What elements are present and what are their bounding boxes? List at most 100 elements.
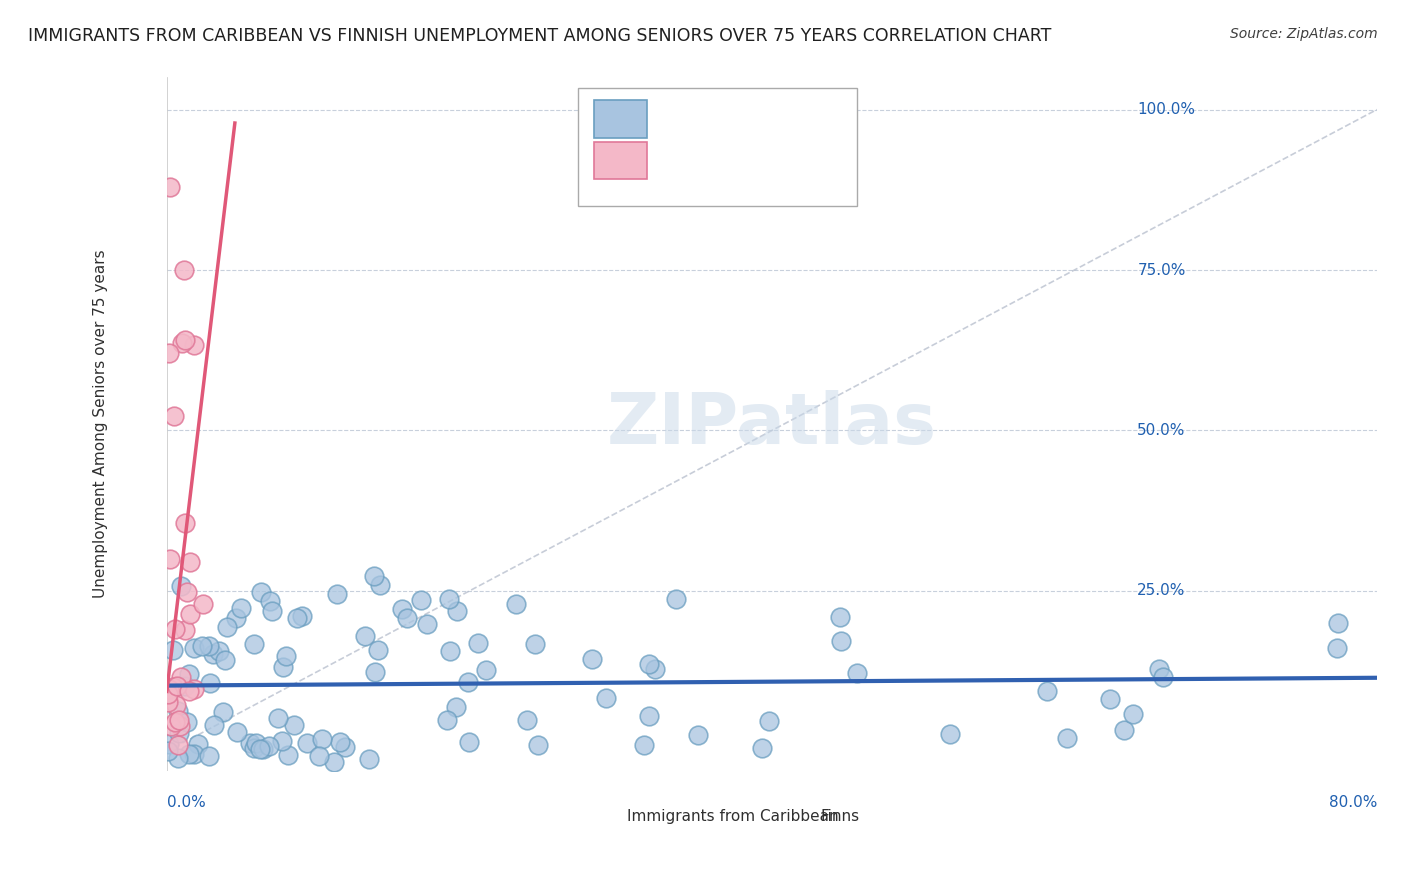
- Point: [830, 633, 852, 648]
- Point: [157, 687, 180, 701]
- Point: [359, 752, 381, 766]
- Point: [176, 714, 198, 729]
- Text: 98: 98: [780, 110, 801, 128]
- Point: [187, 737, 209, 751]
- Point: [581, 652, 603, 666]
- Text: N =: N =: [748, 110, 785, 128]
- Point: [1114, 723, 1136, 738]
- Point: [169, 718, 191, 732]
- Text: 0.478: 0.478: [688, 152, 734, 169]
- Point: [523, 637, 546, 651]
- Point: [274, 648, 297, 663]
- Point: [179, 607, 201, 621]
- Point: [830, 609, 852, 624]
- Point: [458, 735, 481, 749]
- Text: 100.0%: 100.0%: [1137, 102, 1195, 117]
- Text: Source: ZipAtlas.com: Source: ZipAtlas.com: [1230, 27, 1378, 41]
- Point: [157, 346, 180, 360]
- Point: [208, 643, 231, 657]
- Point: [633, 738, 655, 752]
- Point: [165, 698, 187, 713]
- Point: [363, 568, 385, 582]
- Point: [257, 739, 280, 753]
- Point: [173, 516, 195, 530]
- Point: [446, 699, 468, 714]
- Text: N =: N =: [748, 152, 785, 169]
- Point: [183, 641, 205, 656]
- Point: [505, 597, 527, 611]
- Text: ZIPatlas: ZIPatlas: [607, 390, 936, 458]
- Point: [183, 681, 205, 696]
- Point: [323, 755, 346, 769]
- Point: [159, 179, 181, 194]
- Point: [1152, 669, 1174, 683]
- Point: [179, 555, 201, 569]
- Point: [198, 640, 221, 654]
- Point: [177, 684, 200, 698]
- Point: [174, 623, 197, 637]
- Point: [163, 714, 186, 729]
- Point: [270, 734, 292, 748]
- Point: [243, 637, 266, 651]
- Point: [409, 592, 432, 607]
- Point: [271, 660, 294, 674]
- Point: [846, 666, 869, 681]
- Text: R =: R =: [654, 152, 690, 169]
- Point: [326, 587, 349, 601]
- Point: [173, 263, 195, 277]
- Point: [197, 749, 219, 764]
- Point: [172, 336, 194, 351]
- Point: [364, 665, 387, 680]
- Point: [1149, 662, 1171, 676]
- Point: [437, 591, 460, 606]
- Point: [285, 610, 308, 624]
- Point: [644, 662, 666, 676]
- Point: [260, 604, 283, 618]
- Point: [758, 714, 780, 729]
- Point: [283, 718, 305, 732]
- Point: [516, 713, 538, 727]
- Point: [446, 604, 468, 618]
- Point: [225, 610, 247, 624]
- FancyBboxPatch shape: [578, 87, 856, 206]
- Text: Unemployment Among Seniors over 75 years: Unemployment Among Seniors over 75 years: [93, 250, 108, 599]
- Point: [173, 333, 195, 347]
- Point: [157, 682, 180, 697]
- Point: [245, 736, 267, 750]
- Point: [250, 585, 273, 599]
- Point: [217, 620, 239, 634]
- Point: [416, 617, 439, 632]
- Point: [157, 690, 180, 705]
- Point: [165, 622, 187, 636]
- Point: [163, 409, 186, 423]
- Point: [167, 750, 190, 764]
- Point: [214, 653, 236, 667]
- Point: [157, 695, 180, 709]
- Point: [166, 679, 188, 693]
- Point: [174, 679, 197, 693]
- Text: 80.0%: 80.0%: [1329, 795, 1376, 810]
- Point: [259, 594, 281, 608]
- Point: [170, 579, 193, 593]
- Point: [436, 713, 458, 727]
- Point: [166, 738, 188, 752]
- Text: R =: R =: [654, 110, 690, 128]
- Point: [939, 727, 962, 741]
- Point: [751, 740, 773, 755]
- Point: [638, 709, 661, 723]
- Point: [162, 681, 184, 695]
- Text: 75.0%: 75.0%: [1137, 262, 1185, 277]
- FancyBboxPatch shape: [789, 797, 821, 822]
- Point: [252, 741, 274, 756]
- Point: [267, 711, 290, 725]
- Point: [1056, 731, 1078, 745]
- Text: 0.034: 0.034: [688, 110, 734, 128]
- Point: [183, 337, 205, 351]
- Point: [439, 644, 461, 658]
- Text: 50.0%: 50.0%: [1137, 423, 1185, 438]
- Point: [242, 740, 264, 755]
- Text: Finns: Finns: [820, 809, 859, 824]
- Point: [162, 642, 184, 657]
- Point: [177, 667, 200, 681]
- Point: [467, 636, 489, 650]
